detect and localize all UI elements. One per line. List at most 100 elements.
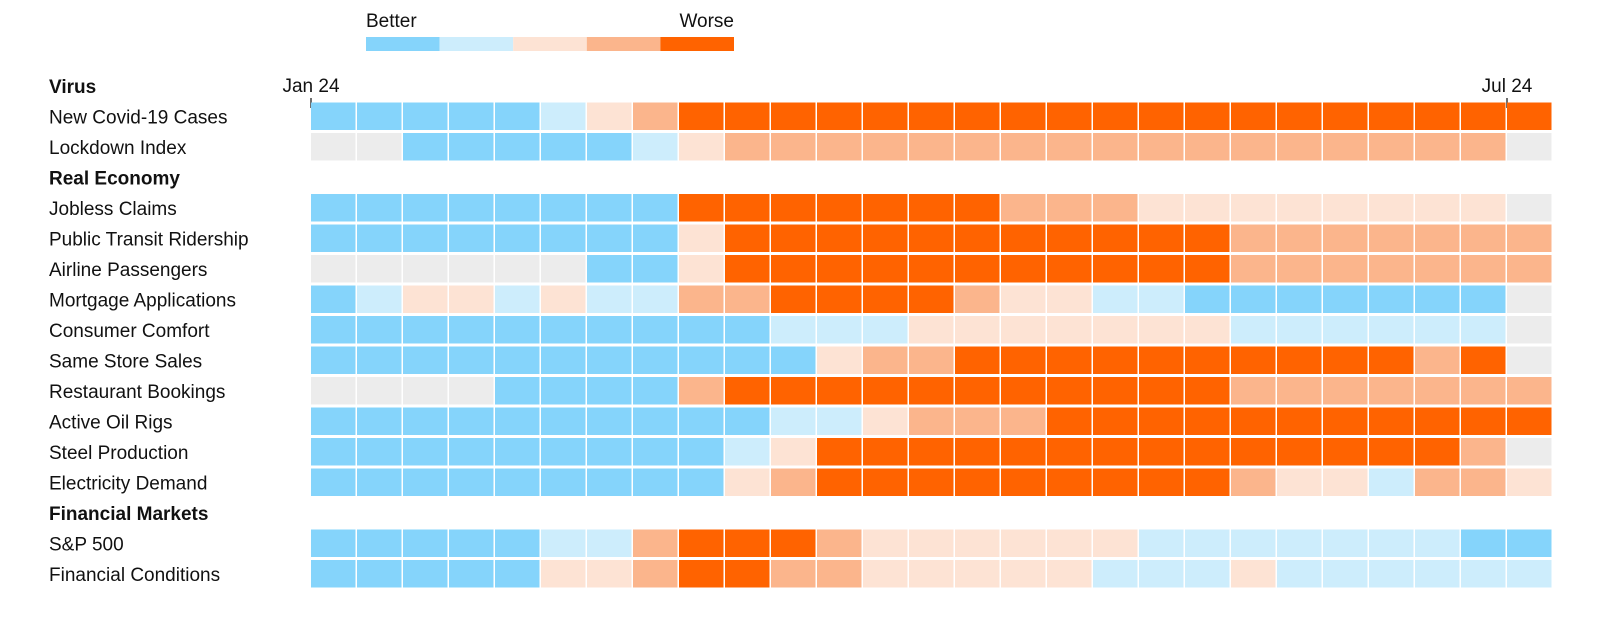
heatmap-cell: [1139, 468, 1184, 496]
heatmap-cell: [1323, 438, 1368, 466]
heatmap-cell: [541, 438, 586, 466]
heatmap-cell: [403, 468, 448, 496]
heatmap-cell: [541, 346, 586, 374]
heatmap-cell: [1185, 285, 1230, 313]
heatmap-cell: [909, 407, 954, 435]
heatmap-cell: [863, 316, 908, 344]
heatmap-cell: [1093, 194, 1138, 222]
heatmap-cell: [909, 346, 954, 374]
heatmap-cell: [1231, 468, 1276, 496]
heatmap-cell: [1507, 102, 1552, 130]
row-label: Active Oil Rigs: [49, 413, 173, 434]
heatmap-cell: [1369, 346, 1414, 374]
heatmap-cell: [1001, 560, 1046, 588]
heatmap-cell: [357, 468, 402, 496]
heatmap-cell: [633, 468, 678, 496]
heatmap-cell: [311, 377, 356, 405]
heatmap-cell: [955, 529, 1000, 557]
heatmap-cell: [495, 377, 540, 405]
heatmap-cell: [403, 224, 448, 252]
heatmap-cell: [1461, 438, 1506, 466]
heatmap-cell: [357, 529, 402, 557]
heatmap-cell: [955, 438, 1000, 466]
heatmap-cell: [1323, 102, 1368, 130]
heatmap-cell: [403, 407, 448, 435]
heatmap-cell: [1369, 102, 1414, 130]
heatmap-cell: [403, 102, 448, 130]
heatmap-cell: [955, 102, 1000, 130]
heatmap-cell: [311, 102, 356, 130]
row-label: Electricity Demand: [49, 474, 207, 495]
heatmap-cell: [909, 468, 954, 496]
heatmap-cell: [863, 255, 908, 283]
heatmap-cell: [1507, 194, 1552, 222]
heatmap-cell: [1047, 377, 1092, 405]
heatmap-cell: [1369, 133, 1414, 161]
heatmap-cell: [633, 102, 678, 130]
heatmap-cell: [771, 468, 816, 496]
heatmap-cell: [1093, 346, 1138, 374]
heatmap-cell: [1047, 316, 1092, 344]
heatmap-cell: [587, 468, 632, 496]
heatmap-cell: [1415, 346, 1460, 374]
heatmap-cell: [1369, 529, 1414, 557]
heatmap-cell: [357, 438, 402, 466]
heatmap-cell: [817, 377, 862, 405]
heatmap-cell: [817, 133, 862, 161]
heatmap-cell: [403, 194, 448, 222]
heatmap-cell: [1001, 468, 1046, 496]
heatmap-cell: [311, 224, 356, 252]
heatmap-cell: [725, 468, 770, 496]
legend-swatch-3: [586, 37, 661, 51]
heatmap-cell: [1461, 560, 1506, 588]
heatmap-cell: [725, 194, 770, 222]
heatmap-cell: [1323, 255, 1368, 283]
heatmap-cell: [1415, 468, 1460, 496]
heatmap-cell: [725, 133, 770, 161]
heatmap-cell: [679, 194, 724, 222]
heatmap-cell: [679, 377, 724, 405]
row-labels: Virus New Covid-19 Cases Lockdown Index Rea…: [49, 77, 249, 586]
heatmap-cell: [587, 438, 632, 466]
heatmap-cell: [863, 224, 908, 252]
heatmap-cell: [403, 346, 448, 374]
heatmap-cell: [1461, 285, 1506, 313]
heatmap-cell: [909, 255, 954, 283]
heatmap-cell: [1415, 407, 1460, 435]
heatmap-cell: [1461, 407, 1506, 435]
heatmap-cell: [357, 224, 402, 252]
heatmap-cell: [1461, 316, 1506, 344]
heatmap-cell: [587, 133, 632, 161]
legend-swatch-4: [660, 37, 734, 51]
heatmap-cell: [725, 255, 770, 283]
heatmap-cell: [1507, 468, 1552, 496]
heatmap-cell: [495, 468, 540, 496]
heatmap-cell: [449, 560, 494, 588]
heatmap-cell: [817, 560, 862, 588]
heatmap-cell: [909, 377, 954, 405]
heatmap-cell: [633, 529, 678, 557]
group-header: Real Economy: [49, 169, 180, 190]
heatmap-cell: [909, 316, 954, 344]
heatmap-cell: [1369, 560, 1414, 588]
heatmap-cell: [357, 133, 402, 161]
heatmap-cell: [541, 560, 586, 588]
heatmap-cell: [725, 285, 770, 313]
heatmap-cell: [909, 194, 954, 222]
heatmap-cell: [817, 224, 862, 252]
heatmap-cell: [633, 346, 678, 374]
heatmap-cell: [1139, 438, 1184, 466]
heatmap-cell: [1507, 255, 1552, 283]
heatmap-cell: [1369, 438, 1414, 466]
heatmap-cell: [1185, 438, 1230, 466]
heatmap-cell: [449, 224, 494, 252]
heatmap-cell: [817, 468, 862, 496]
heatmap-cell: [1277, 224, 1322, 252]
heatmap-cell: [771, 224, 816, 252]
heatmap-cell: [1369, 285, 1414, 313]
heatmap-cell: [1231, 224, 1276, 252]
row-label: Lockdown Index: [49, 138, 187, 159]
heatmap-cell: [633, 255, 678, 283]
heatmap-cell: [1277, 316, 1322, 344]
heatmap-cell: [357, 560, 402, 588]
